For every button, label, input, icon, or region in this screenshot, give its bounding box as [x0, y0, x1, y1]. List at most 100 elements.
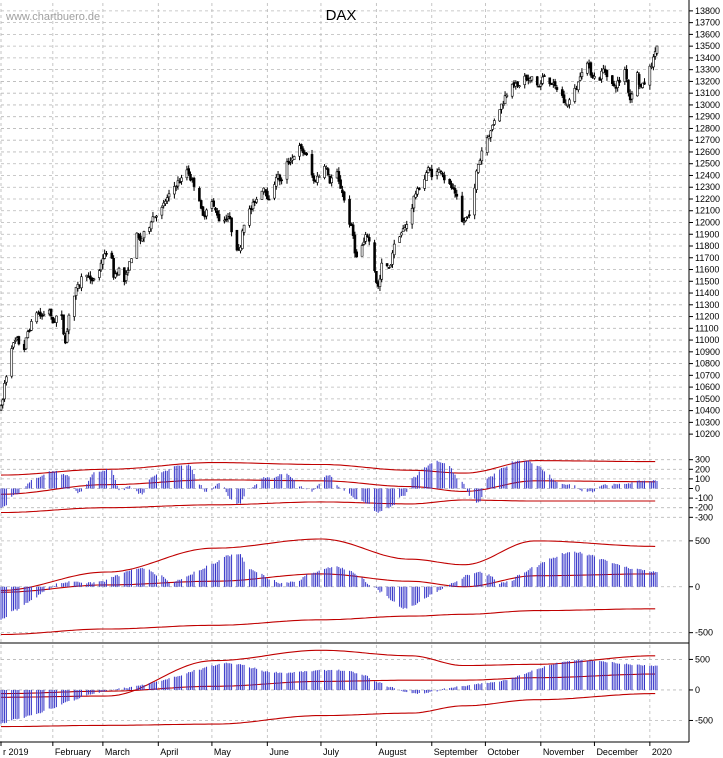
candle-body [516, 81, 519, 87]
candle-body [362, 241, 366, 245]
candle-body [135, 232, 139, 259]
indicator-tick-label: -100 [695, 493, 713, 503]
price-tick-label: 12900 [695, 112, 720, 122]
candle-body [414, 193, 417, 198]
candle-body [128, 261, 131, 271]
price-tick-label: 11300 [695, 300, 719, 310]
candle-body [337, 171, 341, 182]
candle-body [641, 82, 645, 88]
candle-body [485, 137, 489, 153]
candle-body [655, 45, 659, 54]
candle-body [242, 224, 246, 233]
candle-body [40, 315, 44, 317]
candle-body [475, 170, 478, 190]
upper-band-line [1, 649, 656, 698]
candle-body [410, 208, 414, 225]
candle-body [142, 231, 146, 239]
indicator-tick-label: -500 [695, 715, 713, 725]
price-tick-label: 11600 [695, 265, 719, 275]
candle-body [51, 316, 55, 324]
candle-body [367, 237, 371, 242]
candle-body [637, 74, 641, 85]
candle-body [543, 75, 546, 77]
candle-body [412, 195, 416, 209]
indicator-tick-label: 500 [695, 536, 710, 546]
indicator-histograms [0, 460, 658, 724]
candle-body [491, 124, 494, 130]
candle-body [241, 230, 244, 249]
price-tick-label: 10800 [695, 359, 720, 369]
candle-body [577, 81, 580, 91]
price-tick-label: 13400 [695, 53, 720, 63]
candle-body [555, 87, 559, 90]
candle-body [301, 148, 305, 153]
indicator-tick-label: 100 [695, 474, 710, 484]
candle-body [266, 190, 269, 200]
candle-body [478, 160, 482, 165]
month-label: 2020 [652, 747, 672, 757]
candle-body [535, 76, 539, 86]
candle-body [98, 270, 101, 278]
candle-body [325, 167, 328, 169]
candle-body [380, 262, 384, 280]
candle-body [192, 177, 196, 187]
candle-body [178, 181, 182, 184]
candle-body [35, 312, 39, 323]
candle-body [487, 136, 491, 140]
month-label: September [434, 747, 478, 757]
candle-body [28, 329, 31, 332]
lower-band-line [1, 499, 656, 514]
candle-body [578, 76, 582, 81]
price-tick-label: 12600 [695, 147, 720, 157]
month-label: May [214, 747, 232, 757]
lower-band-line [1, 693, 656, 728]
candle-body [630, 93, 634, 100]
price-tick-label: 11000 [695, 335, 719, 345]
month-label: March [105, 747, 130, 757]
candle-body [523, 75, 527, 85]
candle-body [448, 178, 451, 184]
chart-frame [0, 0, 690, 743]
candle-body [17, 336, 21, 345]
candle-body [180, 177, 183, 182]
candle-body [228, 215, 232, 219]
candle-body [489, 130, 493, 138]
price-tick-label: 10200 [695, 429, 720, 439]
watermark: www.chartbuero.de [5, 11, 100, 23]
month-label: June [269, 747, 289, 757]
candle-body [67, 314, 71, 331]
candle-body [39, 311, 42, 317]
price-tick-label: 11900 [695, 229, 719, 239]
candle-body [353, 234, 357, 254]
price-tick-label: 11100 [695, 323, 719, 333]
candle-body [189, 173, 192, 181]
candle-body [403, 227, 407, 231]
x-axis-ticks: r 2019 February March April May June July Augus… [0, 742, 672, 757]
candle-body [3, 383, 6, 400]
candle-body [205, 209, 208, 217]
candle-body [310, 154, 314, 176]
candle-body [566, 104, 569, 107]
candle-body [139, 235, 142, 241]
candle-body [580, 72, 584, 77]
indicator-tick-label: 500 [695, 654, 710, 664]
candle-body [400, 232, 403, 236]
candle-body [548, 77, 552, 85]
lower-band-line [1, 608, 656, 636]
candle-body [405, 224, 409, 229]
candle-body [323, 166, 326, 178]
price-tick-label: 11800 [695, 241, 719, 251]
candle-body [605, 70, 609, 78]
price-tick-label: 12200 [695, 194, 720, 204]
candle-body [460, 195, 464, 222]
candle-body [600, 70, 603, 80]
candle-body [74, 286, 78, 296]
candle-body [124, 274, 128, 281]
candle-body [505, 94, 509, 97]
candle-body [339, 179, 342, 189]
candle-body [643, 82, 646, 85]
candle-body [215, 210, 219, 216]
candle-body [298, 145, 301, 157]
